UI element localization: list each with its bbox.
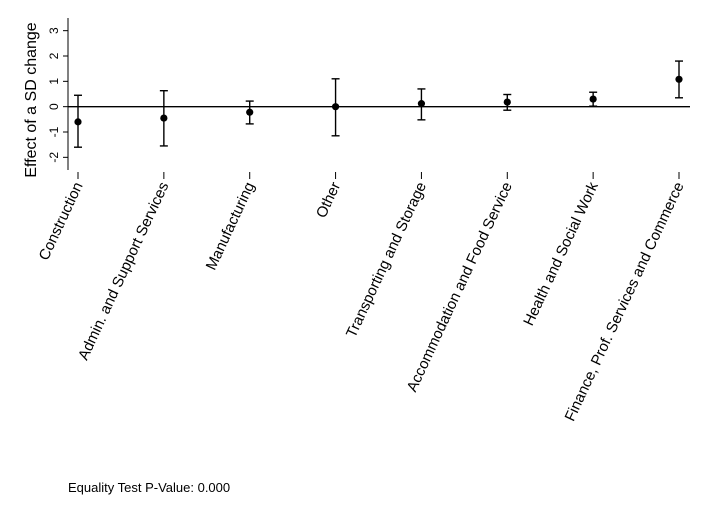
- data-point: [503, 98, 511, 106]
- x-tick-label: Accommodation and Food Service: [404, 180, 516, 395]
- y-tick-label: 2: [47, 52, 61, 59]
- y-tick-label: 3: [47, 27, 61, 34]
- data-point: [417, 100, 426, 108]
- data-point: [331, 103, 340, 111]
- x-tick-label: Admin. and Support Services: [75, 180, 173, 363]
- x-tick-label: Health and Social Work: [520, 179, 602, 328]
- y-axis: -2 -1 0 1 2 3: [47, 18, 69, 170]
- x-tick-label: Other: [313, 180, 344, 221]
- x-tick-label: Construction: [36, 180, 87, 264]
- data-point: [246, 108, 254, 116]
- y-tick-label: 0: [47, 103, 61, 110]
- data-point: [675, 75, 683, 83]
- y-tick-label: 1: [47, 78, 61, 85]
- equality-test-note: Equality Test P-Value: 0.000: [68, 480, 231, 495]
- y-tick-label: -1: [47, 126, 61, 137]
- data-point: [589, 95, 597, 103]
- x-tick-label: Transporting and Storage: [343, 180, 430, 341]
- y-axis-label: Effect of a SD change: [23, 22, 40, 177]
- data-point: [160, 114, 168, 122]
- x-tick-label: Manufacturing: [203, 180, 259, 273]
- data-point: [74, 118, 82, 126]
- y-tick-label: -2: [47, 152, 61, 163]
- chart-marks: [68, 60, 690, 148]
